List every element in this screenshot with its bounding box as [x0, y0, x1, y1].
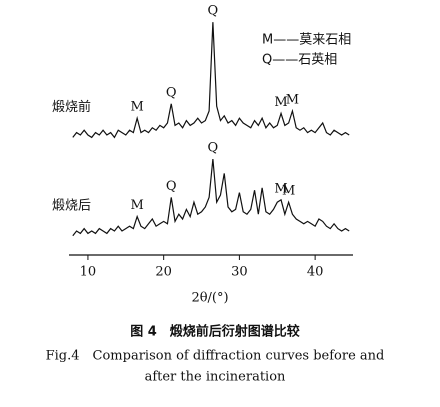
caption-en: after the incineration — [145, 370, 286, 385]
peak-label: M — [282, 184, 295, 199]
peak-label: M — [274, 181, 287, 196]
xrd-curve — [72, 158, 350, 237]
legend-m: M——莫来石相 — [262, 33, 351, 48]
series-label: 煅烧后 — [52, 197, 91, 213]
x-tick-label: 40 — [307, 265, 324, 280]
peak-label: M — [274, 95, 287, 110]
x-tick-label: 30 — [231, 265, 248, 280]
series-label: 煅烧前 — [52, 99, 91, 115]
x-axis-label: 2θ/(°) — [191, 291, 228, 306]
legend-q: Q——石英相 — [262, 53, 337, 68]
peak-label: Q — [166, 85, 177, 100]
caption-en: Fig.4 Comparison of diffraction curves b… — [46, 349, 385, 364]
peak-label: Q — [166, 179, 177, 194]
peak-label: M — [131, 100, 144, 115]
xrd-curve — [72, 22, 350, 139]
peak-label: Q — [208, 141, 219, 156]
caption-cn: 图 4 煅烧前后衍射图谱比较 — [130, 324, 300, 340]
peak-label: M — [131, 198, 144, 213]
x-tick-label: 10 — [80, 265, 97, 280]
peak-label: M — [286, 93, 299, 108]
x-tick-label: 20 — [155, 265, 172, 280]
peak-label: Q — [208, 4, 219, 19]
